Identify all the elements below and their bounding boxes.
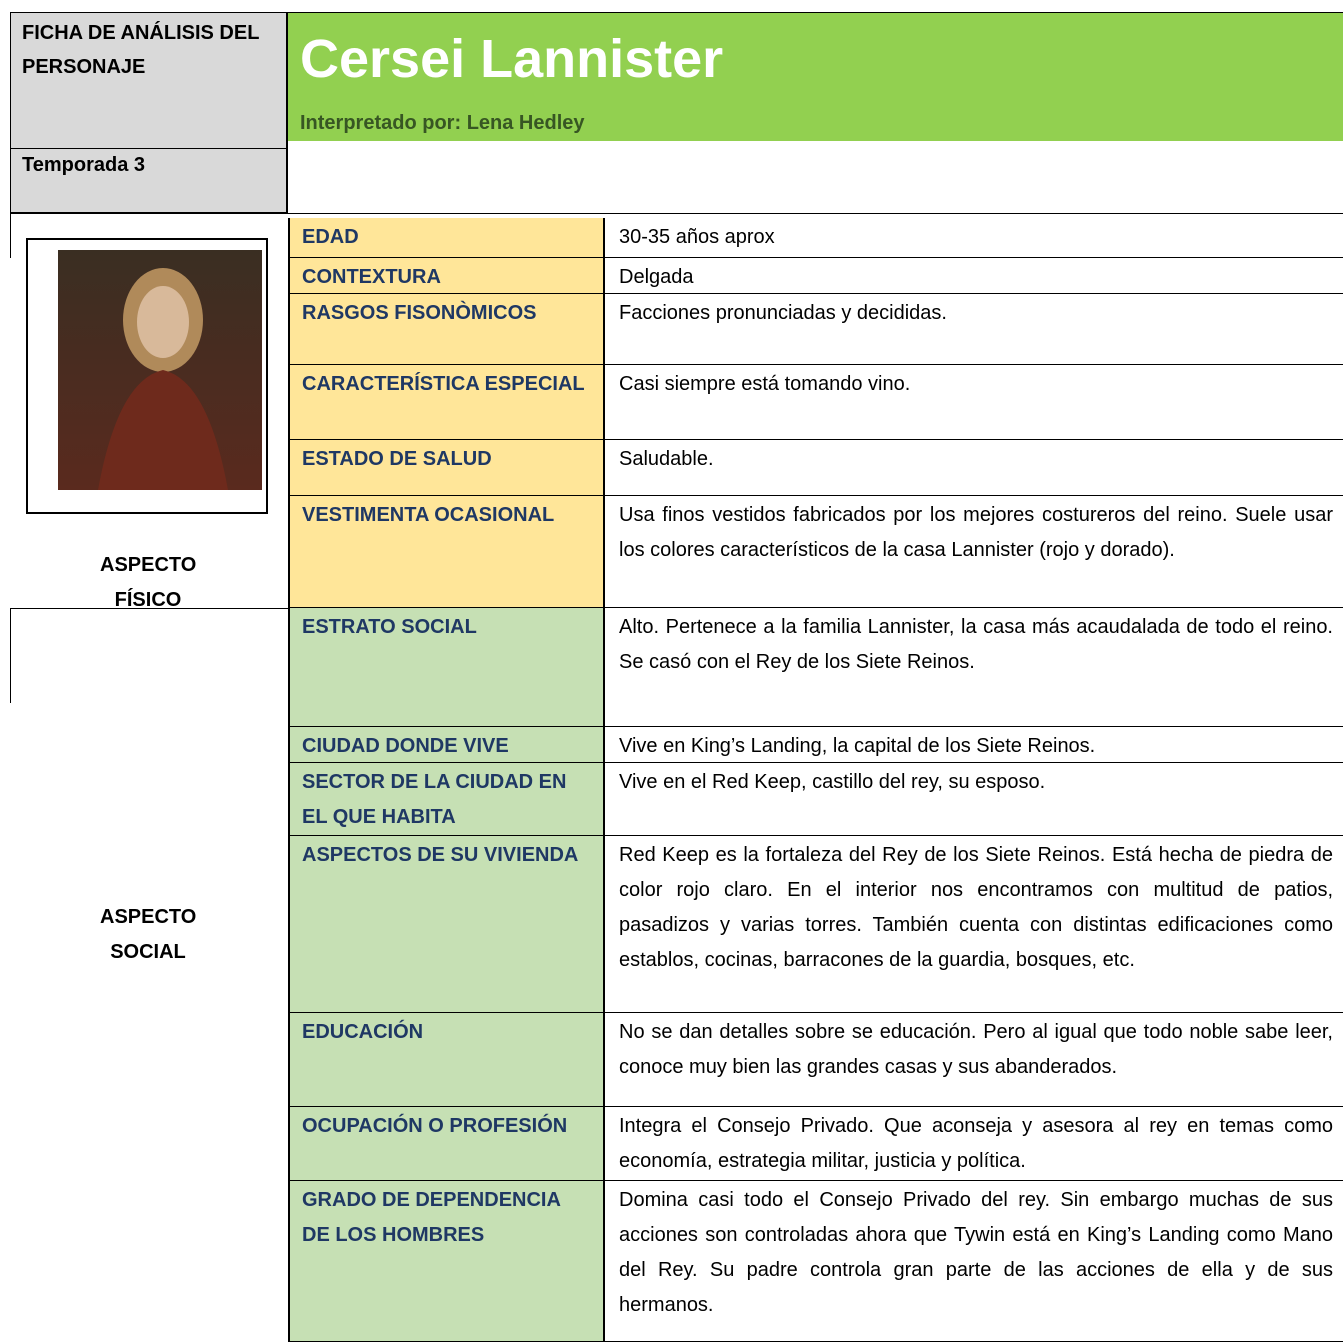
field-value: No se dan detalles sobre se educación. P… <box>605 1013 1343 1107</box>
header-left <box>10 12 288 213</box>
field-label: CONTEXTURA <box>288 258 605 294</box>
season: Temporada 3 <box>22 154 145 176</box>
field-value: Domina casi todo el Consejo Privado del … <box>605 1181 1343 1342</box>
divider <box>10 213 11 258</box>
field-label: CARACTERÍSTICA ESPECIAL <box>288 365 605 440</box>
field-value: Alto. Pertenece a la familia Lannister, … <box>605 608 1343 727</box>
portrait <box>58 250 262 490</box>
field-label: EDAD <box>288 218 605 258</box>
field-label: VESTIMENTA OCASIONAL <box>288 496 605 608</box>
field-label: CIUDAD DONDE VIVE <box>288 727 605 763</box>
section-label: ASPECTO FÍSICO <box>100 554 197 611</box>
actor-line: Interpretado por: Lena Hedley <box>300 106 585 141</box>
field-label: GRADO DE DEPENDENCIA DE LOS HOMBRES <box>288 1181 605 1342</box>
field-value: 30-35 años aprox <box>605 218 1343 258</box>
field-value: Integra el Consejo Privado. Que aconseja… <box>605 1107 1343 1181</box>
field-label: EDUCACIÓN <box>288 1013 605 1107</box>
divider <box>10 213 1343 214</box>
field-value: Usa finos vestidos fabricados por los me… <box>605 496 1343 608</box>
field-label: OCUPACIÓN O PROFESIÓN <box>288 1107 605 1181</box>
divider <box>10 608 11 703</box>
form-title: FICHA DE ANÁLISIS DEL PERSONAJE <box>22 22 260 78</box>
field-label: ESTRATO SOCIAL <box>288 608 605 727</box>
field-value: Vive en King’s Landing, la capital de lo… <box>605 727 1343 763</box>
field-label: ASPECTOS DE SU VIVIENDA <box>288 836 605 1013</box>
field-value: Saludable. <box>605 440 1343 496</box>
header-banner <box>288 12 1343 141</box>
divider <box>10 608 288 609</box>
field-value: Casi siempre está tomando vino. <box>605 365 1343 440</box>
field-label: ESTADO DE SALUD <box>288 440 605 496</box>
actor: Lena Hedley <box>466 112 585 134</box>
field-label: RASGOS FISONÒMICOS <box>288 294 605 365</box>
field-value: Vive en el Red Keep, castillo del rey, s… <box>605 763 1343 836</box>
actor-label: Interpretado por: <box>300 112 462 134</box>
field-value: Red Keep es la fortaleza del Rey de los … <box>605 836 1343 1013</box>
divider <box>10 148 288 149</box>
field-value: Delgada <box>605 258 1343 294</box>
field-label: SECTOR DE LA CIUDAD EN EL QUE HABITA <box>288 763 605 836</box>
photo-frame <box>26 238 268 514</box>
field-value: Facciones pronunciadas y decididas. <box>605 294 1343 365</box>
character-name: Cersei Lannister <box>300 29 724 89</box>
section-label: ASPECTO SOCIAL <box>100 906 197 963</box>
